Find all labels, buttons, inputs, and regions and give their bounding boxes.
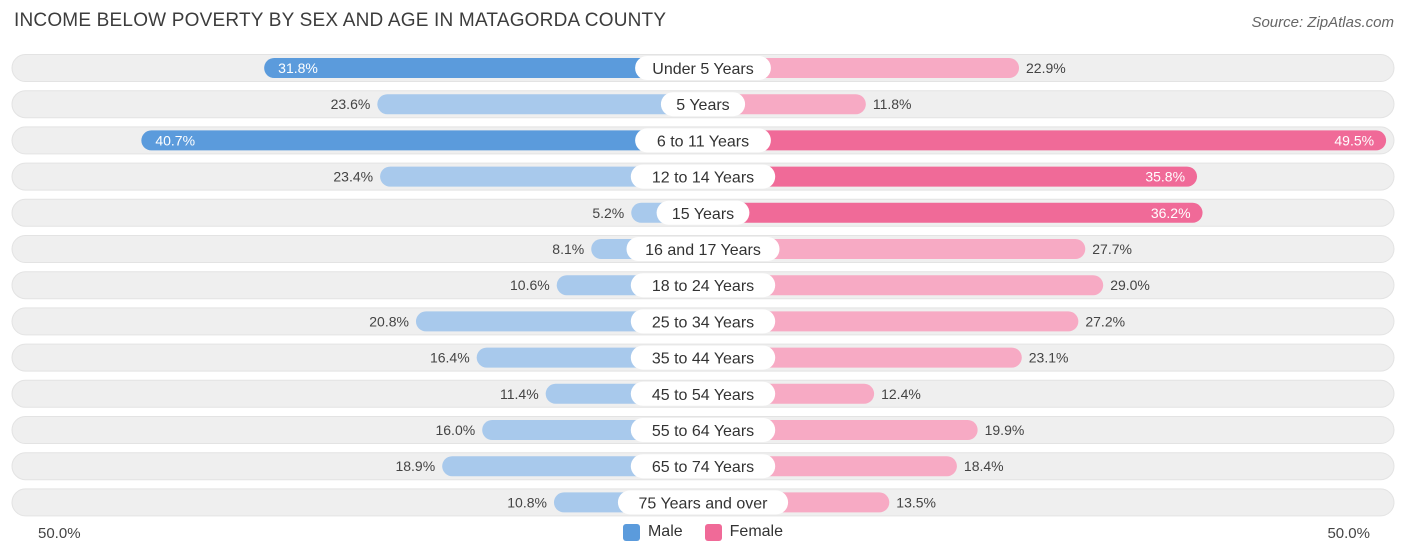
- category-pill: [626, 237, 780, 261]
- value-label-male: 10.8%: [507, 494, 547, 510]
- legend-swatch-male: [622, 523, 640, 541]
- category-label: 18 to 24 Years: [652, 278, 754, 295]
- category-pill: [630, 381, 776, 406]
- chart-svg: 31.8% 22.9% Under 5 Years 23.6% 11.8% 5 Years…: [11, 54, 1395, 517]
- category-pill: [656, 200, 750, 225]
- axis-right-label: 50.0%: [1327, 525, 1370, 542]
- value-label-male: 18.9%: [395, 458, 435, 474]
- category-pill: [630, 454, 776, 479]
- bar-male[interactable]: [264, 58, 703, 78]
- value-label-female: 18.4%: [964, 458, 1004, 474]
- value-label-male: 11.4%: [500, 386, 539, 402]
- value-label-female: 19.9%: [985, 422, 1025, 438]
- value-label-female: 11.8%: [873, 96, 912, 112]
- category-label: 16 and 17 Years: [645, 242, 761, 259]
- bar-male[interactable]: [377, 94, 703, 115]
- category-label: 6 to 11 Years: [657, 133, 749, 150]
- value-label-male: 5.2%: [592, 205, 624, 221]
- legend-label-male: Male: [647, 523, 683, 540]
- value-label-female: 49.5%: [1334, 132, 1374, 148]
- value-label-female: 22.9%: [1026, 60, 1066, 76]
- bar-male[interactable]: [380, 166, 703, 187]
- category-label: 75 Years and over: [639, 495, 769, 512]
- value-label-female: 35.8%: [1145, 169, 1185, 185]
- value-label-female: 12.4%: [881, 386, 921, 402]
- category-label: Under 5 Years: [652, 61, 753, 78]
- category-pill: [630, 345, 776, 370]
- bar-female[interactable]: [703, 166, 1198, 187]
- legend-swatch-female: [704, 523, 722, 541]
- legend-item-female[interactable]: Female: [704, 523, 784, 541]
- category-label: 12 to 14 Years: [652, 170, 754, 187]
- category-label: 55 to 64 Years: [652, 423, 754, 440]
- category-pill: [630, 273, 776, 298]
- bar-female[interactable]: [703, 58, 1020, 78]
- value-label-male: 20.8%: [369, 313, 409, 329]
- value-label-male: 31.8%: [278, 60, 318, 76]
- source-note: Source: ZipAtlas.com: [1251, 14, 1394, 31]
- bar-male[interactable]: [415, 311, 703, 332]
- bar-female[interactable]: [703, 311, 1079, 332]
- category-label: 65 to 74 Years: [652, 459, 754, 476]
- category-label: 45 to 54 Years: [652, 387, 754, 404]
- value-label-male: 23.4%: [333, 169, 373, 185]
- bar-female[interactable]: [703, 275, 1104, 296]
- category-pill: [635, 128, 771, 153]
- value-label-male: 16.0%: [435, 422, 475, 438]
- value-label-male: 16.4%: [430, 350, 470, 366]
- bar-male[interactable]: [141, 130, 704, 151]
- value-label-female: 23.1%: [1029, 350, 1069, 366]
- value-label-female: 27.7%: [1092, 241, 1132, 257]
- value-label-male: 23.6%: [331, 96, 371, 112]
- category-pill: [617, 490, 789, 515]
- axis-left-label: 50.0%: [38, 525, 81, 542]
- legend: Male Female: [0, 523, 1406, 541]
- value-label-male: 10.6%: [510, 277, 550, 293]
- category-label: 25 to 34 Years: [652, 314, 754, 331]
- value-label-female: 27.2%: [1085, 313, 1125, 329]
- legend-label-female: Female: [729, 523, 784, 540]
- category-label: 35 to 44 Years: [652, 351, 754, 368]
- value-label-male: 8.1%: [552, 241, 584, 257]
- category-pill: [660, 92, 746, 117]
- category-pill: [630, 309, 776, 334]
- category-pill: [635, 56, 771, 80]
- bar-female[interactable]: [703, 239, 1086, 259]
- value-label-female: 36.2%: [1151, 205, 1191, 221]
- value-label-male: 40.7%: [155, 132, 195, 148]
- category-pill: [630, 164, 776, 189]
- category-label: 15 Years: [672, 206, 734, 223]
- bar-female[interactable]: [703, 347, 1022, 368]
- category-label: 5 Years: [676, 97, 729, 114]
- legend-item-male[interactable]: Male: [622, 523, 683, 541]
- bar-female[interactable]: [703, 130, 1387, 151]
- chart-title: INCOME BELOW POVERTY BY SEX AND AGE IN M…: [14, 10, 667, 31]
- category-pill: [630, 418, 776, 442]
- value-label-female: 29.0%: [1110, 277, 1150, 293]
- bar-female[interactable]: [703, 202, 1203, 223]
- value-label-female: 13.5%: [896, 494, 936, 510]
